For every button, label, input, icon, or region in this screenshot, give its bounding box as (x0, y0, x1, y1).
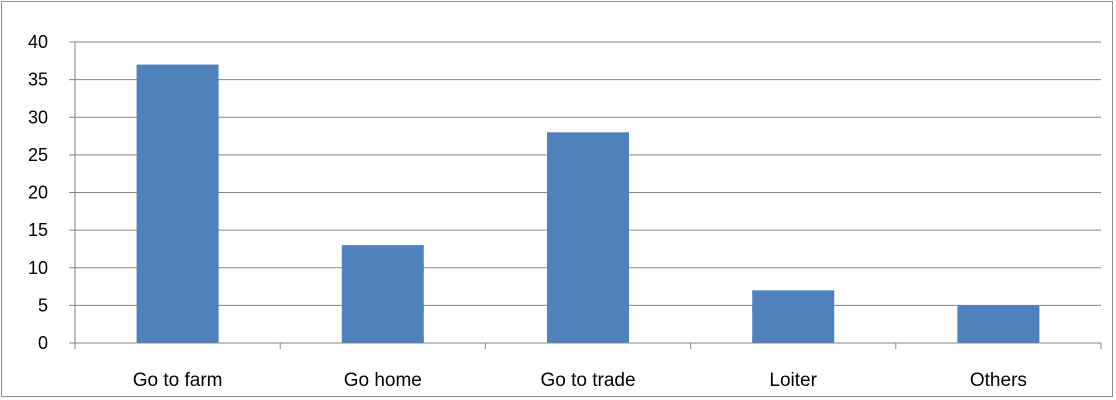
bar-go-to-farm (136, 64, 219, 343)
y-tick-label: 5 (38, 295, 48, 315)
y-axis-ticks: 0 5 10 15 20 25 30 35 40 (28, 32, 75, 353)
y-tick-label: 20 (28, 183, 48, 203)
x-tick-label: Loiter (769, 370, 817, 391)
y-tick-label: 35 (28, 70, 48, 90)
y-tick-label: 15 (28, 220, 48, 240)
bars (136, 64, 1040, 343)
x-tick-label: Go to farm (133, 370, 223, 391)
bar-loiter (752, 290, 835, 343)
bar-go-home (341, 245, 424, 343)
y-tick-label: 30 (28, 107, 48, 127)
bar-go-to-trade (547, 132, 629, 343)
bar-others (957, 305, 1040, 343)
y-tick-label: 40 (28, 32, 48, 52)
x-axis-ticks: Go to farm Go home Go to trade Loiter Others (74, 343, 1102, 391)
x-tick-label: Go to trade (540, 370, 635, 391)
y-tick-label: 25 (28, 145, 48, 165)
y-tick-label: 0 (38, 333, 48, 353)
x-tick-label: Go home (344, 370, 422, 391)
y-tick-label: 10 (28, 258, 48, 278)
x-tick-label: Others (970, 370, 1027, 391)
